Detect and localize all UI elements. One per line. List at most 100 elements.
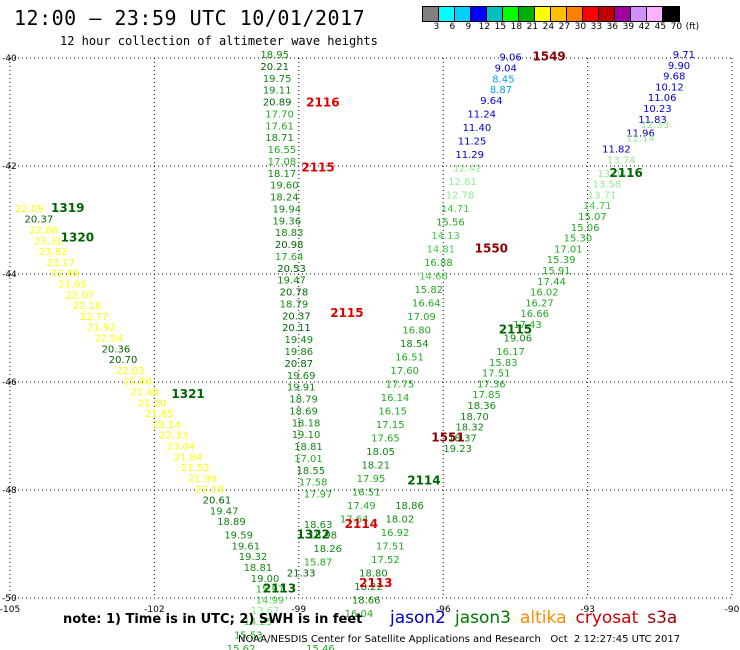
track-labels: 1549 2116 2115 1319 1320 1550 2115 2115 2116 1321… <box>51 50 643 596</box>
wave-height-value: 16.02 <box>530 288 559 299</box>
pass-number-label: 2114 <box>345 517 378 531</box>
wave-height-value: 18.80 <box>359 568 388 579</box>
wave-height-value: 19.94 <box>272 204 301 215</box>
wave-height-value: 15.87 <box>304 558 333 569</box>
wave-height-value: 18.79 <box>289 395 318 406</box>
legend-item-cryosat: cryosat <box>575 608 639 628</box>
wave-height-value: 16.88 <box>424 258 453 269</box>
wave-height-value: 23.04 <box>167 442 196 453</box>
colorbar-label: 12 <box>478 22 491 32</box>
legend-item-jason2: jason2 <box>390 608 446 628</box>
wave-height-value: 16.51 <box>352 487 381 498</box>
colorbar-swatch <box>599 7 615 21</box>
wave-height-value: 12.33 <box>641 120 670 131</box>
wave-height-value: 17.64 <box>340 514 369 525</box>
pass-number-label: 1320 <box>61 231 94 245</box>
colorbar-label: 3 <box>433 22 440 32</box>
wave-height-value: 9.71 <box>673 50 695 61</box>
wave-height-value: 8.87 <box>490 85 512 96</box>
wave-height-value: 19.60 <box>270 181 299 192</box>
wave-height-value: 18.81 <box>244 563 273 574</box>
wave-height-value: 21.84 <box>174 452 203 463</box>
colorbar-label: 36 <box>606 22 619 32</box>
colorbar-label: 33 <box>590 22 603 32</box>
wave-height-value: 15.56 <box>436 217 465 228</box>
colorbar-swatch <box>487 7 503 21</box>
pass-number-label: 2113 <box>263 582 296 596</box>
wave-height-value: 14.25 <box>244 617 273 628</box>
wave-height-value: 16.04 <box>345 609 374 620</box>
colorbar-label: 9 <box>465 22 472 32</box>
wave-height-value: 18.70 <box>460 412 489 423</box>
wave-height-value: 19.91 <box>287 383 316 394</box>
wave-height-value: 13.71 <box>588 190 617 201</box>
wave-height-value: 11.40 <box>463 123 492 134</box>
colorbar-swatch <box>567 7 583 21</box>
wave-height-value: 17.43 <box>513 320 542 331</box>
wave-height-value: 19.11 <box>263 86 292 97</box>
wave-height-value: 17.01 <box>554 244 583 255</box>
axis-labels: -40 -42 -44 -46 -48 -50-105 -102 -99 -96 -93 -90 <box>0 54 740 615</box>
wave-height-value: 17.09 <box>407 312 436 323</box>
wave-height-value: 14.13 <box>431 231 460 242</box>
lon-tick-label: -99 <box>291 605 306 615</box>
wave-height-value: 17.52 <box>371 555 400 566</box>
wave-height-value: 18.89 <box>217 517 246 528</box>
map-title: 12:00 – 23:59 UTC 10/01/2017 <box>14 6 366 30</box>
colorbar-swatch <box>503 7 519 21</box>
wave-height-value: 18.21 <box>361 460 390 471</box>
wave-height-value: 16.17 <box>496 347 525 358</box>
wave-height-value: 18.26 <box>313 544 342 555</box>
wave-height-value: 17.08 <box>268 157 297 168</box>
wave-height-readings: 9.069.048.458.879.64 11.24 11.40 11.25 11.29… <box>15 50 695 650</box>
wave-height-value: 16.66 <box>520 309 549 320</box>
colorbar-label: 30 <box>574 22 587 32</box>
wave-height-value: 11.96 <box>626 128 655 139</box>
wave-height-value: 16.80 <box>402 325 431 336</box>
pass-number-label: 1319 <box>51 201 84 215</box>
wave-height-value: 18.17 <box>268 169 297 180</box>
wave-height-value: 14.66 <box>419 271 448 282</box>
wave-height-value: 12.42 <box>453 163 482 174</box>
wave-height-value: 9.68 <box>663 72 685 83</box>
wave-height-value: 22.18 <box>195 485 224 496</box>
colorbar-swatch <box>439 7 455 21</box>
wave-height-value: 18.95 <box>260 50 289 61</box>
wave-height-value: 17.36 <box>477 379 506 390</box>
colorbar-label: 70 <box>670 22 683 32</box>
wave-height-value: 9.90 <box>668 61 690 72</box>
wave-height-value: 13.04 <box>597 169 626 180</box>
lat-tick-label: -40 <box>2 54 17 64</box>
wave-height-value: 18.79 <box>280 299 309 310</box>
wave-height-value: 18.69 <box>289 406 318 417</box>
wave-height-value: 22.03 <box>116 366 145 377</box>
wave-height-value: 17.65 <box>371 433 400 444</box>
wave-height-value: 17.64 <box>275 252 304 263</box>
colorbar-swatch <box>551 7 567 21</box>
wave-height-value: 10.23 <box>643 104 672 115</box>
wave-height-value: 17.60 <box>390 366 419 377</box>
wave-height-value: 15.39 <box>547 255 576 266</box>
wave-height-value: 19.06 <box>503 334 532 345</box>
wave-height-value: 11.29 <box>455 150 484 161</box>
wave-height-value: 20.61 <box>203 496 232 507</box>
wave-height-value: 19.75 <box>263 74 292 85</box>
lon-tick-label: -96 <box>436 605 451 615</box>
wave-height-value: 17.01 <box>294 454 323 465</box>
colorbar-swatch <box>535 7 551 21</box>
wave-height-value: 21.99 <box>188 474 217 485</box>
colorbar-swatch <box>647 7 663 21</box>
wave-height-value: 17.75 <box>386 379 415 390</box>
wave-height-value: 20.70 <box>109 355 138 366</box>
wave-height-value: 15.07 <box>578 212 607 223</box>
wave-height-value: 19.10 <box>292 430 321 441</box>
colorbar-label: (ft) <box>685 22 700 32</box>
colorbar-label: 24 <box>542 22 555 32</box>
wave-height-value: 20.98 <box>275 240 304 251</box>
wave-height-value: 18.02 <box>386 514 415 525</box>
wave-height-value: 18.86 <box>395 501 424 512</box>
wave-height-value: 14.71 <box>583 201 612 212</box>
pass-number-label: 2115 <box>301 160 334 174</box>
wave-height-value: 22.54 <box>94 334 123 345</box>
wave-height-value: 15.53 <box>234 631 263 642</box>
